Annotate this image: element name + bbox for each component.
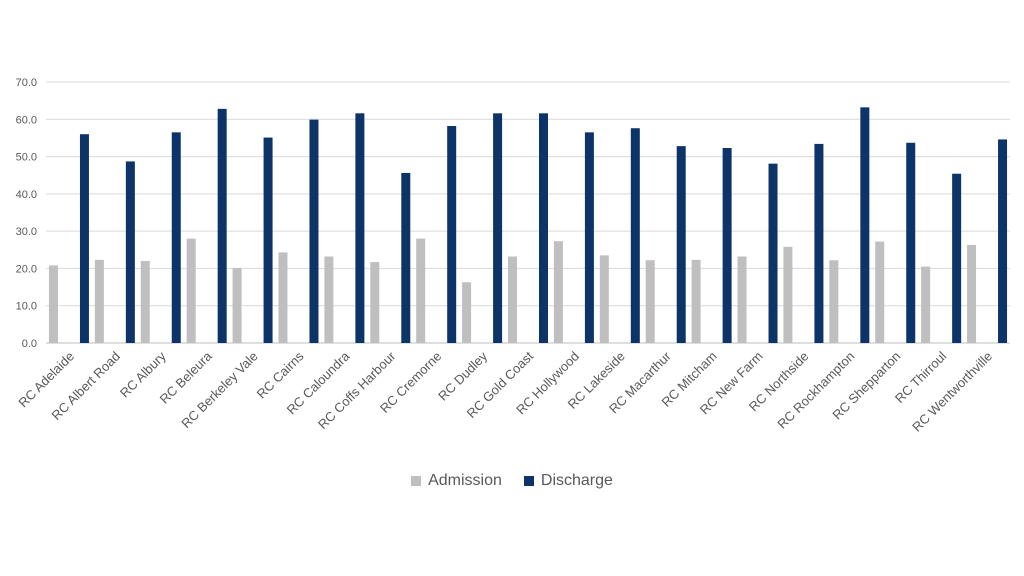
y-tick-label: 20.0 [16, 263, 37, 275]
bar-admission [783, 246, 793, 343]
bar-discharge [447, 125, 457, 343]
bar-discharge [355, 113, 365, 343]
bar-admission [553, 241, 563, 343]
bar-admission [691, 259, 701, 343]
bar-discharge [125, 161, 135, 343]
bar-admission [186, 238, 196, 343]
bar-discharge [722, 147, 732, 343]
y-tick-label: 40.0 [16, 189, 37, 201]
bar-discharge [676, 146, 686, 343]
bar-admission [462, 282, 472, 343]
legend: Admission Discharge [0, 472, 1024, 490]
bar-admission [829, 260, 839, 343]
bar-discharge [309, 119, 319, 343]
bar-discharge [217, 108, 227, 344]
bar-admission [94, 259, 104, 343]
x-tick-label: RC Wentworthville [909, 349, 995, 435]
bar-admission [416, 238, 426, 343]
bar-discharge [401, 172, 411, 343]
bar-admission [737, 256, 747, 343]
bar-discharge [768, 163, 778, 343]
bar-admission [921, 266, 931, 343]
bar-discharge [998, 139, 1008, 343]
bar-discharge [906, 142, 916, 343]
bar-admission [48, 265, 58, 343]
bar-chart: 0.010.020.030.040.050.060.070.0RC Adelai… [15, 77, 1010, 435]
bar-admission [278, 252, 288, 343]
bar-admission [508, 256, 517, 343]
y-tick-label: 30.0 [16, 226, 37, 238]
y-tick-label: 70.0 [16, 77, 37, 89]
legend-item-admission: Admission [411, 472, 502, 490]
bar-discharge [584, 132, 594, 343]
legend-item-discharge: Discharge [523, 472, 613, 490]
bar-discharge [860, 107, 870, 344]
bar-admission [967, 244, 977, 343]
legend-swatch-admission [411, 476, 422, 486]
bar-discharge [79, 134, 89, 343]
bar-admission [324, 256, 334, 343]
bar-admission [875, 241, 885, 343]
bar-discharge [814, 143, 824, 343]
bar-admission [232, 268, 242, 343]
bar-admission [370, 262, 380, 343]
bar-discharge [493, 113, 503, 343]
y-tick-label: 60.0 [16, 114, 37, 126]
bar-discharge [539, 113, 548, 343]
bar-admission [599, 255, 609, 343]
bar-discharge [263, 137, 273, 343]
y-tick-label: 10.0 [16, 301, 37, 313]
bar-discharge [630, 128, 640, 343]
y-tick-label: 50.0 [16, 152, 37, 164]
legend-label-admission: Admission [428, 472, 502, 489]
bar-discharge [952, 173, 962, 343]
x-tick-label: RC Rockhampton [774, 349, 857, 432]
bar-discharge [171, 132, 181, 343]
x-tick-label: RC Coffs Harbour [315, 348, 399, 432]
legend-swatch-discharge [523, 476, 534, 486]
y-tick-label: 0.0 [22, 338, 37, 350]
bar-admission [140, 260, 150, 343]
legend-label-discharge: Discharge [540, 472, 613, 489]
bar-admission [645, 260, 655, 343]
